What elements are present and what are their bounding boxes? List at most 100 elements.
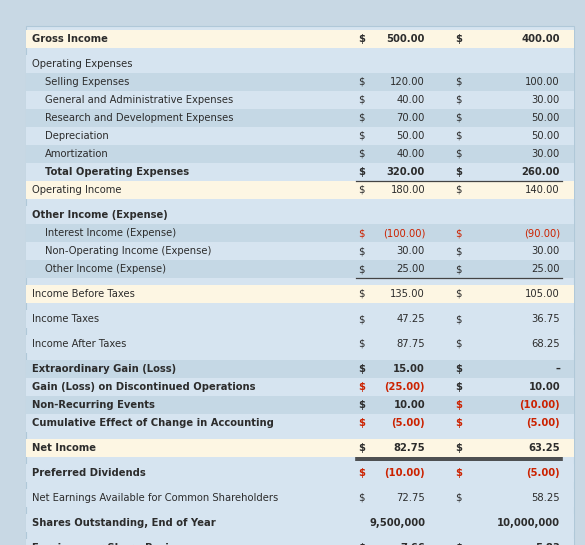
Text: $: $ xyxy=(358,493,364,503)
Text: (100.00): (100.00) xyxy=(383,228,425,238)
Text: $: $ xyxy=(455,289,462,299)
Bar xyxy=(26,55,574,73)
Text: $: $ xyxy=(455,77,462,87)
Text: 320.00: 320.00 xyxy=(387,167,425,177)
Bar xyxy=(26,396,574,414)
Text: $: $ xyxy=(455,167,462,177)
Text: Net Income: Net Income xyxy=(32,443,96,453)
Text: Shares Outstanding, End of Year: Shares Outstanding, End of Year xyxy=(32,518,216,528)
Text: (25.00): (25.00) xyxy=(384,382,425,392)
Text: Non-Operating Income (Expense): Non-Operating Income (Expense) xyxy=(45,246,211,256)
Text: 70.00: 70.00 xyxy=(397,113,425,123)
Text: 135.00: 135.00 xyxy=(390,289,425,299)
Text: 30.00: 30.00 xyxy=(532,246,560,256)
Text: –: – xyxy=(555,364,560,374)
Text: 10.00: 10.00 xyxy=(528,382,560,392)
Text: $: $ xyxy=(455,34,462,44)
Bar xyxy=(26,360,574,378)
Text: 72.75: 72.75 xyxy=(396,493,425,503)
Text: $: $ xyxy=(455,95,462,105)
Bar xyxy=(26,30,574,48)
Text: Interest Income (Expense): Interest Income (Expense) xyxy=(45,228,176,238)
Text: 15.00: 15.00 xyxy=(393,364,425,374)
Text: $: $ xyxy=(358,95,364,105)
Bar xyxy=(26,242,574,260)
Text: $: $ xyxy=(358,382,365,392)
Text: 40.00: 40.00 xyxy=(397,149,425,159)
Text: Other Income (Expense): Other Income (Expense) xyxy=(45,264,166,274)
Text: 87.75: 87.75 xyxy=(397,339,425,349)
Text: 58.25: 58.25 xyxy=(531,493,560,503)
Text: Operating Expenses: Operating Expenses xyxy=(32,59,132,69)
Text: 100.00: 100.00 xyxy=(525,77,560,87)
Text: 25.00: 25.00 xyxy=(397,264,425,274)
Bar xyxy=(26,91,574,109)
Bar xyxy=(26,224,574,242)
Text: 36.75: 36.75 xyxy=(531,314,560,324)
Bar xyxy=(26,181,574,199)
Text: 120.00: 120.00 xyxy=(390,77,425,87)
Text: Amortization: Amortization xyxy=(45,149,109,159)
Text: Selling Expenses: Selling Expenses xyxy=(45,77,129,87)
Text: 10,000,000: 10,000,000 xyxy=(497,518,560,528)
Bar xyxy=(26,514,574,532)
Text: Gross Income: Gross Income xyxy=(32,34,108,44)
Text: $: $ xyxy=(455,246,462,256)
Text: 5.83: 5.83 xyxy=(535,543,560,545)
Text: $: $ xyxy=(358,131,364,141)
Text: Cumulative Effect of Change in Accounting: Cumulative Effect of Change in Accountin… xyxy=(32,418,274,428)
Text: $: $ xyxy=(358,149,364,159)
Bar xyxy=(26,163,574,181)
Bar xyxy=(26,489,574,507)
Text: (10.00): (10.00) xyxy=(519,400,560,410)
Text: 9,500,000: 9,500,000 xyxy=(369,518,425,528)
Text: $: $ xyxy=(455,493,462,503)
Text: 30.00: 30.00 xyxy=(532,149,560,159)
Text: $: $ xyxy=(358,77,364,87)
Text: 47.25: 47.25 xyxy=(397,314,425,324)
Text: 25.00: 25.00 xyxy=(532,264,560,274)
Text: 10.00: 10.00 xyxy=(393,400,425,410)
Text: $: $ xyxy=(455,400,462,410)
Text: $: $ xyxy=(455,382,462,392)
Text: (10.00): (10.00) xyxy=(384,468,425,478)
Text: 50.00: 50.00 xyxy=(397,131,425,141)
Text: $: $ xyxy=(455,443,462,453)
Text: (5.00): (5.00) xyxy=(391,418,425,428)
Text: $: $ xyxy=(358,400,365,410)
Bar xyxy=(26,73,574,91)
Text: Net Earnings Available for Common Shareholders: Net Earnings Available for Common Shareh… xyxy=(32,493,278,503)
Text: $: $ xyxy=(358,418,365,428)
Text: $: $ xyxy=(358,113,364,123)
Bar xyxy=(26,260,574,278)
Text: 40.00: 40.00 xyxy=(397,95,425,105)
Text: Depreciation: Depreciation xyxy=(45,131,109,141)
Text: $: $ xyxy=(358,34,365,44)
Text: Non-Recurring Events: Non-Recurring Events xyxy=(32,400,155,410)
Text: 105.00: 105.00 xyxy=(525,289,560,299)
Text: $: $ xyxy=(358,364,365,374)
Text: Extraordinary Gain (Loss): Extraordinary Gain (Loss) xyxy=(32,364,176,374)
Text: $: $ xyxy=(455,418,462,428)
Text: 500.00: 500.00 xyxy=(387,34,425,44)
Text: $: $ xyxy=(455,364,462,374)
Text: (5.00): (5.00) xyxy=(526,418,560,428)
Text: General and Administrative Expenses: General and Administrative Expenses xyxy=(45,95,233,105)
Text: 50.00: 50.00 xyxy=(532,131,560,141)
Text: 68.25: 68.25 xyxy=(531,339,560,349)
Text: 400.00: 400.00 xyxy=(521,34,560,44)
Text: $: $ xyxy=(455,339,462,349)
Text: $: $ xyxy=(358,468,365,478)
Text: $: $ xyxy=(455,543,462,545)
Text: Income Taxes: Income Taxes xyxy=(32,314,99,324)
Text: Total Operating Expenses: Total Operating Expenses xyxy=(45,167,189,177)
Bar xyxy=(26,335,574,353)
Text: $: $ xyxy=(455,468,462,478)
Text: Income After Taxes: Income After Taxes xyxy=(32,339,126,349)
Text: $: $ xyxy=(358,167,365,177)
Text: 82.75: 82.75 xyxy=(393,443,425,453)
Text: Earnings per Share–Basic: Earnings per Share–Basic xyxy=(32,543,175,545)
Text: Gain (Loss) on Discontinued Operations: Gain (Loss) on Discontinued Operations xyxy=(32,382,256,392)
Bar xyxy=(26,378,574,396)
Text: $: $ xyxy=(455,149,462,159)
